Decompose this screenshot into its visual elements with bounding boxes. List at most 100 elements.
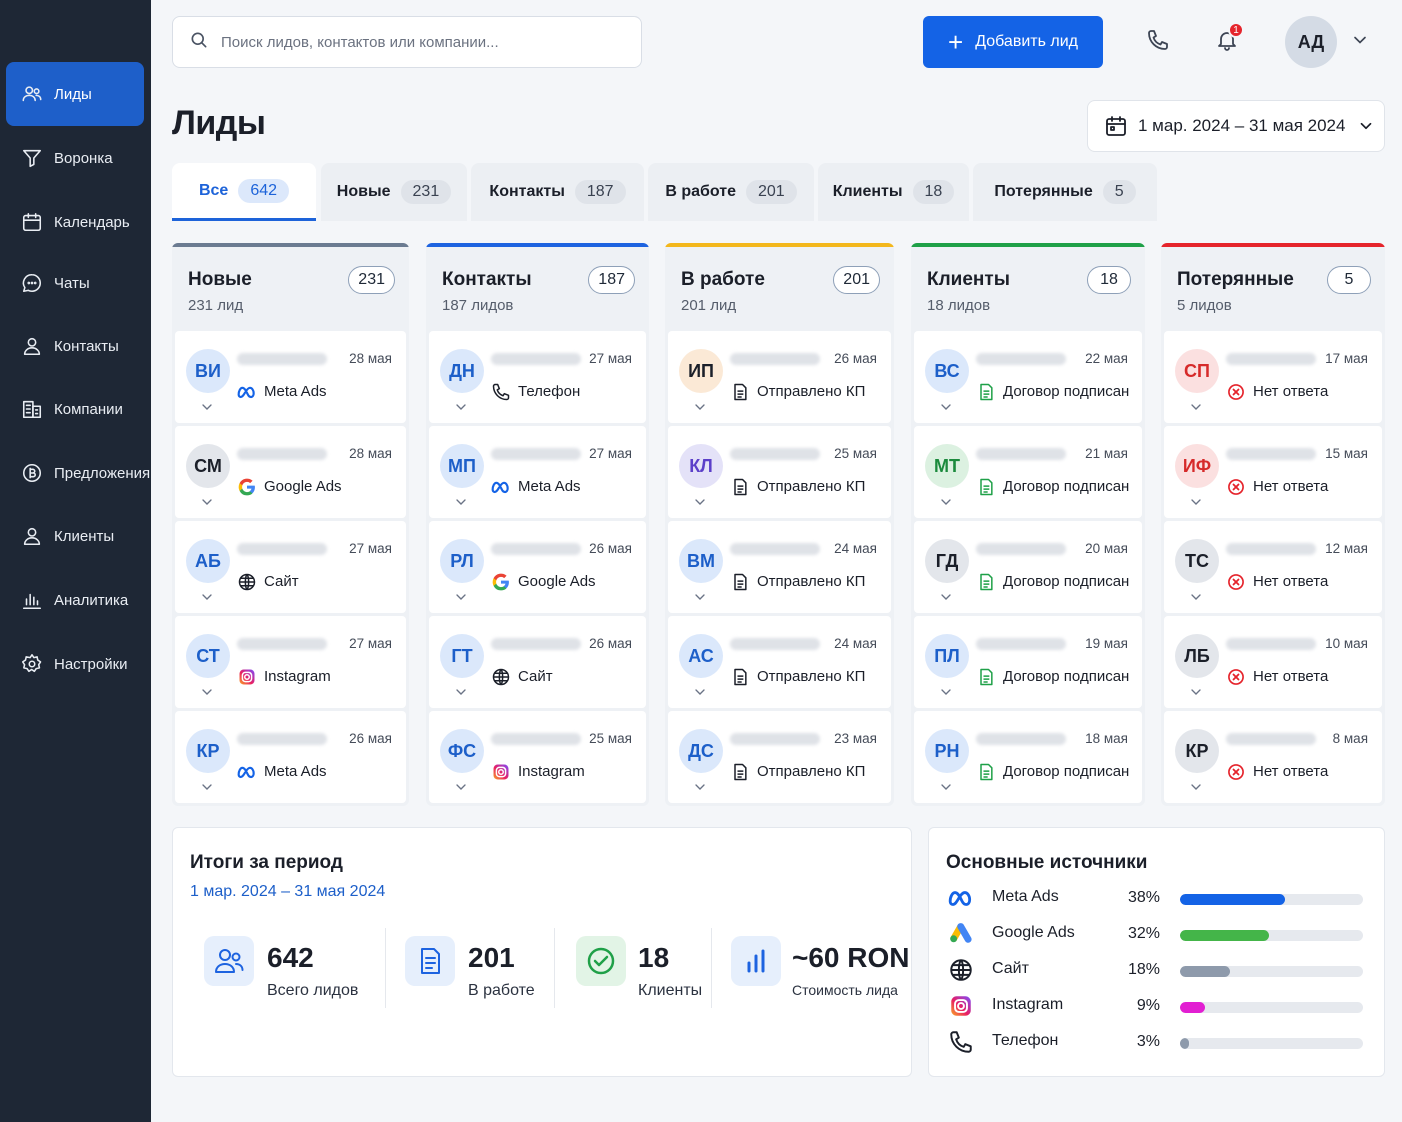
date-range-picker[interactable]: 1 мар. 2024 – 31 мая 2024 xyxy=(1087,100,1385,152)
lead-name-blurred xyxy=(237,448,327,460)
lead-card[interactable]: ТС 12 мая Нет ответа xyxy=(1164,521,1382,613)
chevron-down-icon[interactable] xyxy=(199,589,215,605)
tab-lost[interactable]: Потерянные 5 xyxy=(973,163,1157,221)
lead-source-label: Телефон xyxy=(518,383,581,400)
chevron-down-icon[interactable] xyxy=(692,589,708,605)
lead-source: Instagram xyxy=(490,761,585,782)
lead-avatar: ИФ xyxy=(1175,444,1219,488)
lead-card[interactable]: РН 18 мая Договор подписан xyxy=(914,711,1142,803)
tab-in-progress[interactable]: В работе 201 xyxy=(648,163,814,221)
sidebar-item-contacts[interactable]: Контакты xyxy=(6,314,144,378)
document-icon xyxy=(729,761,750,782)
chevron-down-icon[interactable] xyxy=(692,399,708,415)
divider xyxy=(711,928,712,1008)
chevron-down-icon[interactable] xyxy=(1188,779,1204,795)
lead-card[interactable]: КР 26 мая Meta Ads xyxy=(175,711,406,803)
lead-card[interactable]: АБ 27 мая Сайт xyxy=(175,521,406,613)
tab-all[interactable]: Все 642 xyxy=(172,163,316,221)
lead-card[interactable]: КЛ 25 мая Отправлено КП xyxy=(668,426,891,518)
lead-card[interactable]: ИФ 15 мая Нет ответа xyxy=(1164,426,1382,518)
source-progress-bar xyxy=(1180,1002,1363,1013)
chevron-down-icon[interactable] xyxy=(1350,30,1370,50)
lead-card[interactable]: КР 8 мая Нет ответа xyxy=(1164,711,1382,803)
sidebar-item-leads[interactable]: Лиды xyxy=(6,62,144,126)
chevron-down-icon[interactable] xyxy=(453,684,469,700)
source-progress-fill xyxy=(1180,930,1269,941)
column-count-badge: 187 xyxy=(588,266,635,294)
sidebar-item-funnel[interactable]: Воронка xyxy=(6,126,144,190)
chevron-down-icon[interactable] xyxy=(199,684,215,700)
lead-card[interactable]: ГД 20 мая Договор подписан xyxy=(914,521,1142,613)
lead-card[interactable]: ВС 22 мая Договор подписан xyxy=(914,331,1142,423)
sidebar-item-settings[interactable]: Настройки xyxy=(6,632,144,696)
tab-count: 18 xyxy=(912,180,955,204)
chevron-down-icon[interactable] xyxy=(453,494,469,510)
sidebar-item-chats[interactable]: Чаты xyxy=(6,251,144,315)
tab-clients[interactable]: Клиенты 18 xyxy=(818,163,969,221)
lead-source: Договор подписан xyxy=(975,571,1129,592)
lead-card[interactable]: ДС 23 мая Отправлено КП xyxy=(668,711,891,803)
chevron-down-icon[interactable] xyxy=(1188,589,1204,605)
lead-card[interactable]: СП 17 мая Нет ответа xyxy=(1164,331,1382,423)
kanban-column: Новые 231 лид 231 ВИ 28 мая Meta Ads СМ 28 мая G… xyxy=(172,243,409,806)
meta-icon xyxy=(236,381,257,402)
lead-avatar: СТ xyxy=(186,634,230,678)
chevron-down-icon[interactable] xyxy=(453,399,469,415)
chevron-down-icon[interactable] xyxy=(938,399,954,415)
lead-source: Отправлено КП xyxy=(729,476,865,497)
source-name: Google Ads xyxy=(992,924,1075,941)
page-title: Лиды xyxy=(172,104,266,142)
lead-source-label: Отправлено КП xyxy=(757,573,866,590)
sidebar-item-clients[interactable]: Клиенты xyxy=(6,504,144,568)
source-progress-bar xyxy=(1180,966,1363,977)
sidebar-item-analytics[interactable]: Аналитика xyxy=(6,568,144,632)
lead-card[interactable]: СМ 28 мая Google Ads xyxy=(175,426,406,518)
add-lead-button[interactable]: + Добавить лид xyxy=(923,16,1103,68)
chevron-down-icon[interactable] xyxy=(1188,684,1204,700)
stat-total-leads: 642 Всего лидов xyxy=(204,928,384,1008)
chevron-down-icon[interactable] xyxy=(692,684,708,700)
chevron-down-icon[interactable] xyxy=(1188,399,1204,415)
sidebar-item-companies[interactable]: Компании xyxy=(6,377,144,441)
lead-card[interactable]: ВМ 24 мая Отправлено КП xyxy=(668,521,891,613)
google-ads-icon xyxy=(946,921,976,947)
chevron-down-icon[interactable] xyxy=(1188,494,1204,510)
lead-card[interactable]: ДН 27 мая Телефон xyxy=(429,331,646,423)
lead-card[interactable]: РЛ 26 мая Google Ads xyxy=(429,521,646,613)
lead-card[interactable]: МП 27 мая Meta Ads xyxy=(429,426,646,518)
sidebar-item-calendar[interactable]: Календарь xyxy=(6,190,144,254)
lead-card[interactable]: СТ 27 мая Instagram xyxy=(175,616,406,708)
lead-card[interactable]: АС 24 мая Отправлено КП xyxy=(668,616,891,708)
column-count-badge: 18 xyxy=(1087,266,1131,294)
chevron-down-icon[interactable] xyxy=(692,494,708,510)
lead-card[interactable]: ГТ 26 мая Сайт xyxy=(429,616,646,708)
search-box[interactable] xyxy=(172,16,642,68)
lead-card[interactable]: ЛБ 10 мая Нет ответа xyxy=(1164,616,1382,708)
chevron-down-icon[interactable] xyxy=(199,494,215,510)
phone-button[interactable] xyxy=(1140,24,1176,60)
avatar[interactable]: АД xyxy=(1285,16,1337,68)
chevron-down-icon[interactable] xyxy=(453,779,469,795)
chevron-down-icon[interactable] xyxy=(199,779,215,795)
chevron-down-icon[interactable] xyxy=(938,494,954,510)
lead-source-label: Договор подписан xyxy=(1003,763,1130,780)
search-input[interactable] xyxy=(221,33,621,51)
lead-card[interactable]: ФС 25 мая Instagram xyxy=(429,711,646,803)
chevron-down-icon[interactable] xyxy=(692,779,708,795)
chevron-down-icon[interactable] xyxy=(453,589,469,605)
tab-new[interactable]: Новые 231 xyxy=(321,163,467,221)
lead-source-label: Отправлено КП xyxy=(757,763,866,780)
lead-source: Договор подписан xyxy=(975,381,1129,402)
tab-contacts[interactable]: Контакты 187 xyxy=(471,163,644,221)
lead-card[interactable]: МТ 21 мая Договор подписан xyxy=(914,426,1142,518)
chevron-down-icon[interactable] xyxy=(199,399,215,415)
lead-card[interactable]: ВИ 28 мая Meta Ads xyxy=(175,331,406,423)
chevron-down-icon[interactable] xyxy=(938,779,954,795)
chevron-down-icon[interactable] xyxy=(938,589,954,605)
lead-date: 10 мая xyxy=(1325,636,1368,651)
chevron-down-icon[interactable] xyxy=(938,684,954,700)
notifications-button[interactable]: 1 xyxy=(1209,22,1245,60)
lead-card[interactable]: ПЛ 19 мая Договор подписан xyxy=(914,616,1142,708)
sidebar-item-offers[interactable]: Предложения xyxy=(6,441,150,505)
lead-card[interactable]: ИП 26 мая Отправлено КП xyxy=(668,331,891,423)
